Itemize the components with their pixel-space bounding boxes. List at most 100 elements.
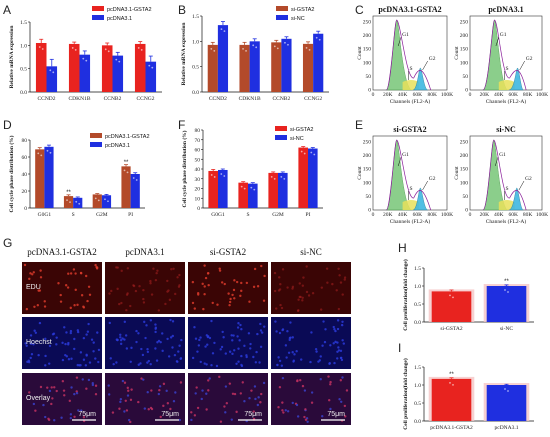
row-label: Overlay (26, 395, 51, 402)
cell-nucleus (237, 360, 240, 363)
phase-label: G2 (525, 176, 532, 182)
data-point (240, 185, 243, 188)
cell-nucleus (220, 345, 224, 349)
cell-nucleus (171, 320, 175, 323)
cell-nucleus (66, 286, 70, 289)
bar (46, 66, 58, 92)
y-tick-label: 200 (460, 33, 469, 39)
cell-nucleus (245, 355, 248, 359)
cell-nucleus (245, 281, 249, 285)
panel-letter-g: G (3, 236, 12, 250)
cell-nucleus (143, 407, 147, 410)
cell-nucleus (25, 344, 28, 347)
cell-nucleus (144, 336, 147, 340)
cell-nucleus (129, 420, 132, 424)
s-phase-region (498, 80, 515, 90)
cell-nucleus (92, 341, 95, 344)
cell-nucleus (301, 296, 304, 299)
x-tick-label: 0 (469, 92, 472, 98)
cell-nucleus (320, 286, 324, 289)
x-tick-label: 0 (469, 212, 472, 218)
y-tick-label: 1.0 (414, 284, 421, 290)
data-point (107, 200, 109, 203)
cell-nucleus (315, 350, 318, 353)
cell-nucleus (146, 347, 149, 351)
x-tick-label: PI (306, 212, 311, 218)
legend-label: pcDNA3.1 (105, 143, 130, 149)
y-tick-label: 1.0 (192, 39, 199, 45)
cell-nucleus (301, 384, 305, 388)
flow-title: pcDNA3.1 (488, 5, 523, 14)
chart-f: 0 10 20 30 40 50 60 70 80 Cell cycle phase distri… (181, 126, 323, 218)
cell-nucleus (33, 329, 36, 332)
panel-letter-c: C (355, 3, 364, 17)
cell-nucleus (220, 281, 224, 284)
cell-nucleus (288, 338, 291, 342)
data-point (137, 47, 140, 49)
cell-nucleus (29, 356, 32, 360)
cell-nucleus (57, 282, 60, 285)
cell-nucleus (94, 263, 97, 267)
cell-nucleus (233, 279, 236, 282)
bar (130, 174, 140, 208)
cell-nucleus (329, 407, 332, 411)
fit-envelope (385, 139, 432, 211)
x-tick-label: 100K (536, 212, 548, 218)
y-tick-label: 1.5 (414, 365, 421, 371)
cell-nucleus (124, 334, 128, 337)
cell-nucleus (178, 273, 181, 277)
cell-nucleus (231, 339, 234, 342)
cell-nucleus (194, 337, 198, 340)
x-tick-label: CCNG2 (136, 96, 154, 102)
cell-nucleus (336, 327, 340, 331)
data-point (69, 201, 71, 204)
data-point (245, 49, 247, 52)
bar (486, 286, 527, 322)
x-tick-label: CCNG2 (304, 96, 322, 102)
cell-nucleus (129, 304, 132, 308)
bar (248, 183, 258, 208)
cell-nucleus (203, 285, 206, 288)
scale-label: 75μm (244, 411, 262, 418)
y-tick-label: 100 (363, 180, 372, 186)
data-point (38, 46, 41, 48)
cell-nucleus (238, 339, 241, 342)
cell-nucleus (95, 265, 98, 269)
x-tick-label: 100K (536, 92, 548, 98)
cell-nucleus (204, 276, 208, 280)
cell-nucleus (69, 329, 73, 333)
cell-nucleus (297, 298, 300, 301)
y-tick-label: 50 (366, 194, 372, 200)
cell-nucleus (52, 332, 56, 335)
cell-nucleus (208, 377, 211, 380)
y-tick-label: 100 (460, 60, 469, 66)
cell-nucleus (166, 290, 169, 293)
x-tick-label: G2M (272, 212, 284, 218)
data-point (132, 177, 135, 179)
phase-label: G1 (402, 152, 409, 158)
significance-marker: ** (66, 190, 71, 196)
cell-nucleus (127, 418, 131, 422)
x-tick-label: 40K (398, 92, 408, 98)
bar (208, 170, 218, 208)
bar (302, 43, 314, 92)
cell-nucleus (329, 383, 332, 386)
cell-nucleus (198, 338, 201, 342)
cell-nucleus (146, 350, 150, 354)
micro-image (271, 262, 351, 314)
cell-nucleus (157, 339, 161, 343)
cell-nucleus (169, 318, 172, 322)
label-arrow (519, 60, 525, 71)
cell-nucleus (94, 393, 98, 396)
micro-tile (105, 317, 185, 369)
y-tick-label: 0.5 (192, 65, 199, 71)
y-tick-label: 1.5 (20, 20, 27, 26)
cell-nucleus (173, 353, 177, 357)
cell-nucleus (321, 414, 324, 418)
cell-nucleus (207, 389, 210, 392)
data-point (140, 49, 143, 51)
cell-nucleus (119, 397, 123, 401)
cell-nucleus (87, 285, 91, 288)
cell-nucleus (230, 418, 233, 421)
